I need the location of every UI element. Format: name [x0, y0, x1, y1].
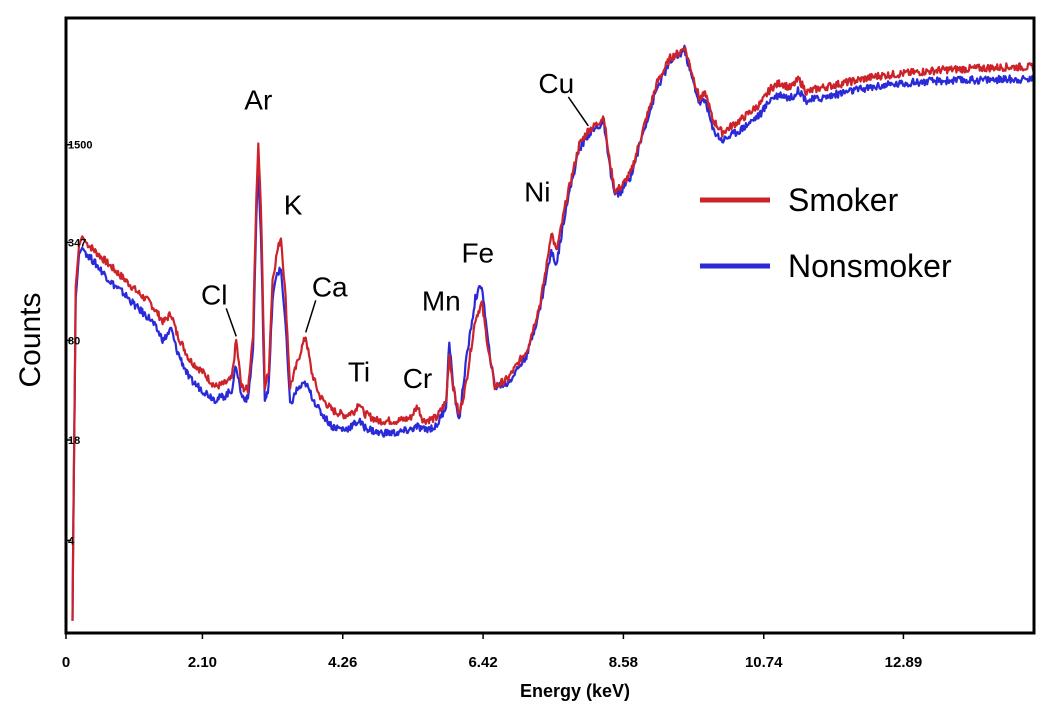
legend: Smoker Nonsmoker — [700, 182, 952, 284]
y-tick-label: 4 — [68, 535, 75, 547]
x-tick-label: 6.42 — [468, 654, 497, 671]
x-tick-label: 12.89 — [885, 654, 923, 671]
x-tick-label: 8.58 — [609, 654, 638, 671]
y-tick-label: 18 — [68, 435, 80, 447]
peak-label-ca: Ca — [312, 271, 348, 302]
x-tick-label: 4.26 — [328, 654, 357, 671]
y-axis-ticks: 4 18 80 347 1500 — [66, 140, 92, 547]
x-axis-ticks: 0 2.10 4.26 6.42 8.58 10.74 12.89 — [62, 633, 922, 671]
x-tick-label: 10.74 — [745, 654, 783, 671]
peak-label-cu: Cu — [538, 68, 574, 99]
peak-leader-line — [305, 300, 317, 333]
x-tick-label: 2.10 — [188, 654, 217, 671]
legend-label-nonsmoker: Nonsmoker — [788, 248, 952, 284]
series-layer — [71, 44, 1036, 621]
series-line-smoker — [71, 46, 1036, 621]
peak-leader-line — [567, 96, 589, 127]
y-axis-label: Counts — [14, 292, 47, 387]
peak-label-mn: Mn — [422, 285, 461, 316]
series-line-nonsmoker — [71, 44, 1035, 621]
legend-label-smoker: Smoker — [788, 182, 899, 218]
peak-leader-line — [225, 308, 237, 337]
x-tick-label: 0 — [62, 654, 70, 671]
plot-frame — [64, 16, 1036, 635]
y-tick-label: 80 — [68, 335, 80, 347]
peak-label-ar: Ar — [244, 85, 272, 116]
x-axis-label: Energy (keV) — [520, 681, 630, 701]
peak-label-k: K — [284, 189, 303, 220]
peak-label-fe: Fe — [461, 238, 494, 269]
peak-label-cr: Cr — [403, 363, 433, 394]
peak-label-ti: Ti — [348, 357, 370, 388]
y-tick-label: 347 — [68, 237, 86, 249]
peak-label-cl: Cl — [201, 279, 227, 310]
peak-label-ni: Ni — [524, 176, 550, 207]
y-tick-label: 1500 — [68, 140, 92, 152]
